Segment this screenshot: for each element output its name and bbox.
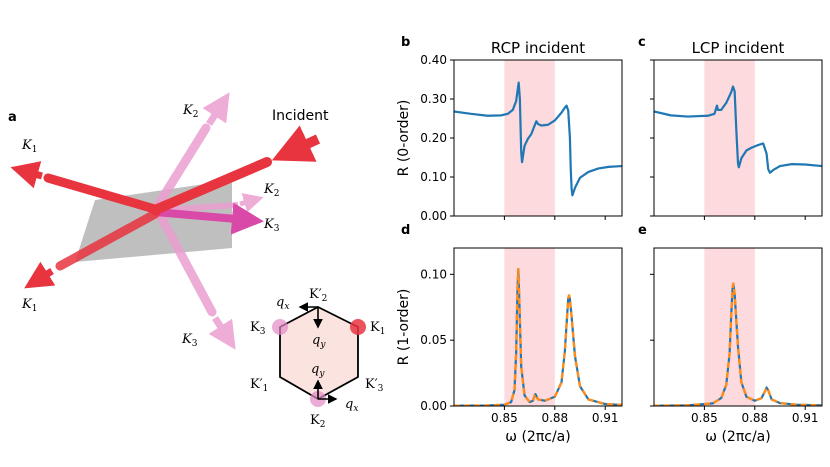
ytick-label-d-2: 0.10	[420, 267, 447, 281]
series-line-c-0	[654, 85, 822, 174]
hexagon-zone	[279, 305, 359, 401]
beam-k1-top-tip	[10, 161, 43, 189]
chart-d: 0.00 0.05 0.10 0.85 0.88 0.91 d R (1-order) ω (2…	[396, 223, 623, 445]
label-k2-prime-top: K′2	[309, 287, 327, 304]
panel-letter-b: b	[401, 35, 410, 50]
k1-point	[350, 319, 366, 335]
label-k3-prime-right: K′3	[365, 377, 384, 394]
xtick-label-e-2: 0.91	[792, 411, 819, 425]
incident-label: Incident	[272, 108, 329, 124]
beam-k2-small	[159, 202, 239, 213]
label-qy-top: qy	[312, 333, 326, 350]
beam-k3-right	[154, 202, 264, 235]
label-qx-top: qx	[276, 295, 289, 312]
ytick-label-b-1: 0.10	[420, 170, 447, 184]
label-k1-top: K1	[21, 138, 37, 155]
xlabel-d: ω (2πc/a)	[505, 429, 570, 445]
panel-letter-c: c	[638, 35, 646, 50]
label-k3-bottom: K3	[181, 332, 198, 349]
label-k2-bottom: K2	[310, 413, 325, 430]
xlabel-e: ω (2πc/a)	[705, 429, 770, 445]
xtick-label-e-1: 0.88	[741, 411, 768, 425]
beam-k2-top-tip	[202, 92, 230, 126]
series-line-b-0	[454, 81, 622, 197]
series-line-e-1	[654, 282, 822, 406]
beam-k2-top	[150, 123, 211, 215]
label-k1-bottom: K1	[21, 297, 37, 314]
panel-letter-e: e	[638, 223, 647, 238]
charts-group: 0.00 0.10 0.20 0.30 0.40 RCP incident b R (0-or…	[396, 35, 823, 445]
xtick-label-e-0: 0.85	[691, 411, 718, 425]
beam-incident	[150, 157, 272, 215]
xtick-label-d-1: 0.88	[541, 411, 568, 425]
beam-k1-bottom-tip	[24, 261, 56, 289]
series-line-d-1	[454, 267, 622, 406]
label-qy-bottom: qy	[311, 362, 325, 379]
chart-c: LCP incident c	[638, 35, 823, 220]
label-k1-right: K1	[370, 320, 385, 337]
ytick-label-b-2: 0.20	[420, 131, 447, 145]
panel-letter-d: d	[401, 223, 410, 238]
label-k2-top: K2	[182, 103, 198, 120]
axes-frame-e	[653, 247, 823, 407]
chart-e: 0.85 0.88 0.91 e ω (2πc/a)	[638, 223, 823, 445]
ylabel-d: R (1-order)	[396, 289, 412, 366]
chart-title-c: LCP incident	[692, 39, 785, 57]
ytick-label-b-3: 0.30	[420, 92, 447, 106]
xtick-label-d-2: 0.91	[592, 411, 619, 425]
shaded-region-c	[704, 60, 755, 216]
ytick-label-d-0: 0.00	[420, 399, 447, 413]
xtick-label-d-0: 0.85	[491, 411, 518, 425]
ylabel-b: R (0-order)	[396, 100, 412, 177]
panel-a: a Incident K1 K2 K2 K3 K1 K3	[8, 92, 385, 430]
beam-k3-bottom	[155, 210, 217, 317]
ytick-label-b-0: 0.00	[420, 209, 447, 223]
shaded-region-d	[504, 248, 555, 406]
beam-k3-bottom-tip	[208, 316, 236, 350]
ytick-label-d-1: 0.05	[420, 333, 447, 347]
label-k3-right: K3	[263, 217, 280, 234]
beam-k1-bottom	[55, 209, 160, 271]
label-k3-left: K3	[250, 320, 266, 337]
chart-title-b: RCP incident	[491, 39, 585, 57]
beam-k2-small-tip	[239, 193, 264, 213]
beam-k1-top	[43, 173, 163, 215]
axes-frame-d	[453, 247, 623, 407]
beam-incident-arrow	[271, 125, 321, 162]
label-k2-small: K2	[263, 182, 279, 199]
panel-a-letter: a	[8, 110, 17, 125]
k3-point	[272, 319, 288, 335]
label-k1-prime-left: K′1	[250, 377, 268, 394]
ytick-label-b-4: 0.40	[420, 53, 447, 67]
hexagon-diagram: K′2 qx qy K1 K3 K′1 K′3 qy qx K2	[250, 287, 385, 430]
chart-b: 0.00 0.10 0.20 0.30 0.40 RCP incident b R (0-or…	[396, 35, 623, 223]
label-qx-bottom: qx	[345, 397, 358, 414]
